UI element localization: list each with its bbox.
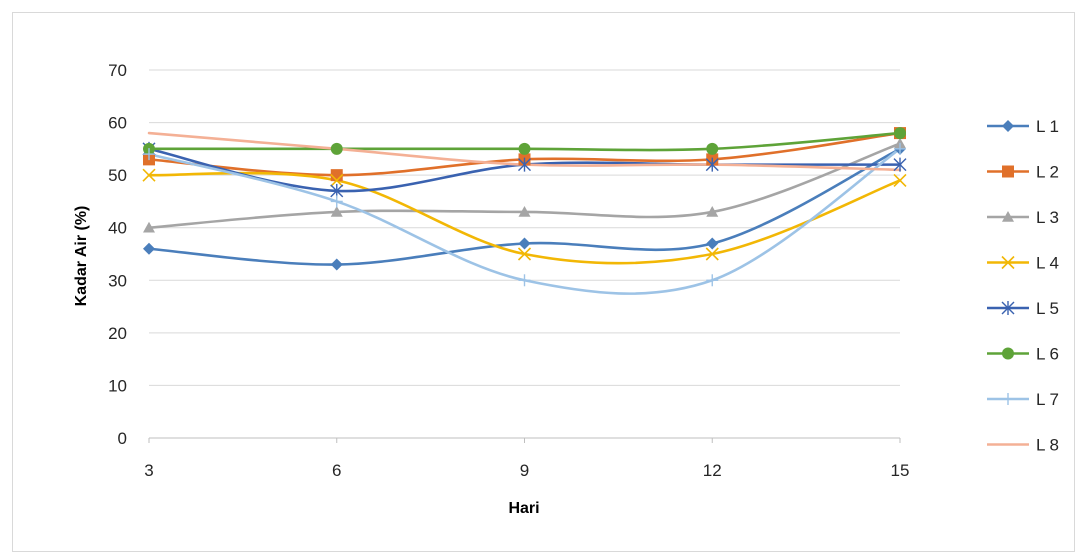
x-tick-labels: 3 6 9 12 15 [144,438,909,480]
legend-item: L 2 [987,163,1059,182]
legend-label: L 4 [1036,254,1059,273]
data-point-marker [143,148,155,161]
legend-label: L 1 [1036,117,1059,136]
data-point-marker [518,142,531,155]
data-point-marker [330,205,343,217]
legend-item: L 8 [987,436,1059,455]
data-point-marker [893,173,907,187]
data-point-marker [894,127,906,140]
data-point-marker [330,142,343,155]
legend-item: L 6 [987,345,1059,364]
y-tick-label: 10 [108,376,127,395]
legend-item: L 7 [987,390,1059,409]
y-tick-label: 50 [108,166,127,185]
chart-frame [12,12,1075,552]
data-point-marker [518,274,531,287]
y-axis-label: Kadar Air (%) [73,206,90,307]
data-point-marker [517,247,532,261]
series-markers [142,127,907,287]
x-axis-label: Hari [508,500,539,517]
legend-marker [1001,301,1015,315]
data-point-marker [705,247,719,261]
y-tick-label: 20 [108,324,127,343]
data-point-marker [518,237,531,250]
legend: L 1 L 2 L 3 L 4 L 5 L 6 L 7 L 8 [987,117,1059,455]
data-point-marker [894,142,906,155]
y-tick-labels: 0 10 20 30 40 50 60 70 [108,61,127,448]
x-tick-label: 3 [144,461,153,480]
legend-marker [1002,165,1014,178]
data-point-marker [518,205,531,217]
legend-marker [1002,347,1014,360]
data-point-marker [143,221,155,233]
legend-marker [1002,211,1014,222]
x-tick-label: 6 [332,461,341,480]
data-point-marker [142,168,156,182]
data-point-marker [705,157,719,172]
x-tick-label: 9 [520,461,529,480]
y-tick-label: 0 [118,429,127,448]
legend-marker [1001,255,1015,270]
legend-label: L 3 [1036,208,1059,227]
legend-label: L 5 [1036,299,1059,318]
gridlines [149,69,900,439]
legend-item: L 3 [987,208,1059,227]
data-point-marker [893,157,907,172]
legend-label: L 7 [1036,390,1059,409]
data-point-marker [143,242,155,255]
data-point-marker [706,205,719,217]
data-point-marker [706,274,719,287]
data-point-marker [518,157,531,172]
x-tick-label: 12 [703,461,722,480]
data-point-marker [706,142,719,155]
legend-label: L 8 [1036,436,1059,455]
data-point-marker [330,173,344,187]
legend-item: L 1 [987,117,1059,136]
data-point-marker [706,237,719,250]
y-tick-label: 70 [108,61,127,80]
legend-item: L 5 [987,299,1059,318]
legend-label: L 6 [1036,345,1059,364]
legend-item: L 4 [987,254,1059,273]
y-tick-label: 60 [108,114,127,133]
legend-label: L 2 [1036,163,1059,182]
legend-marker [1002,393,1014,405]
data-point-marker [330,258,343,271]
legend-marker [1002,120,1014,132]
y-tick-label: 30 [108,271,127,290]
x-tick-label: 15 [891,461,910,480]
data-point-marker [330,195,343,208]
y-tick-label: 40 [108,219,127,238]
